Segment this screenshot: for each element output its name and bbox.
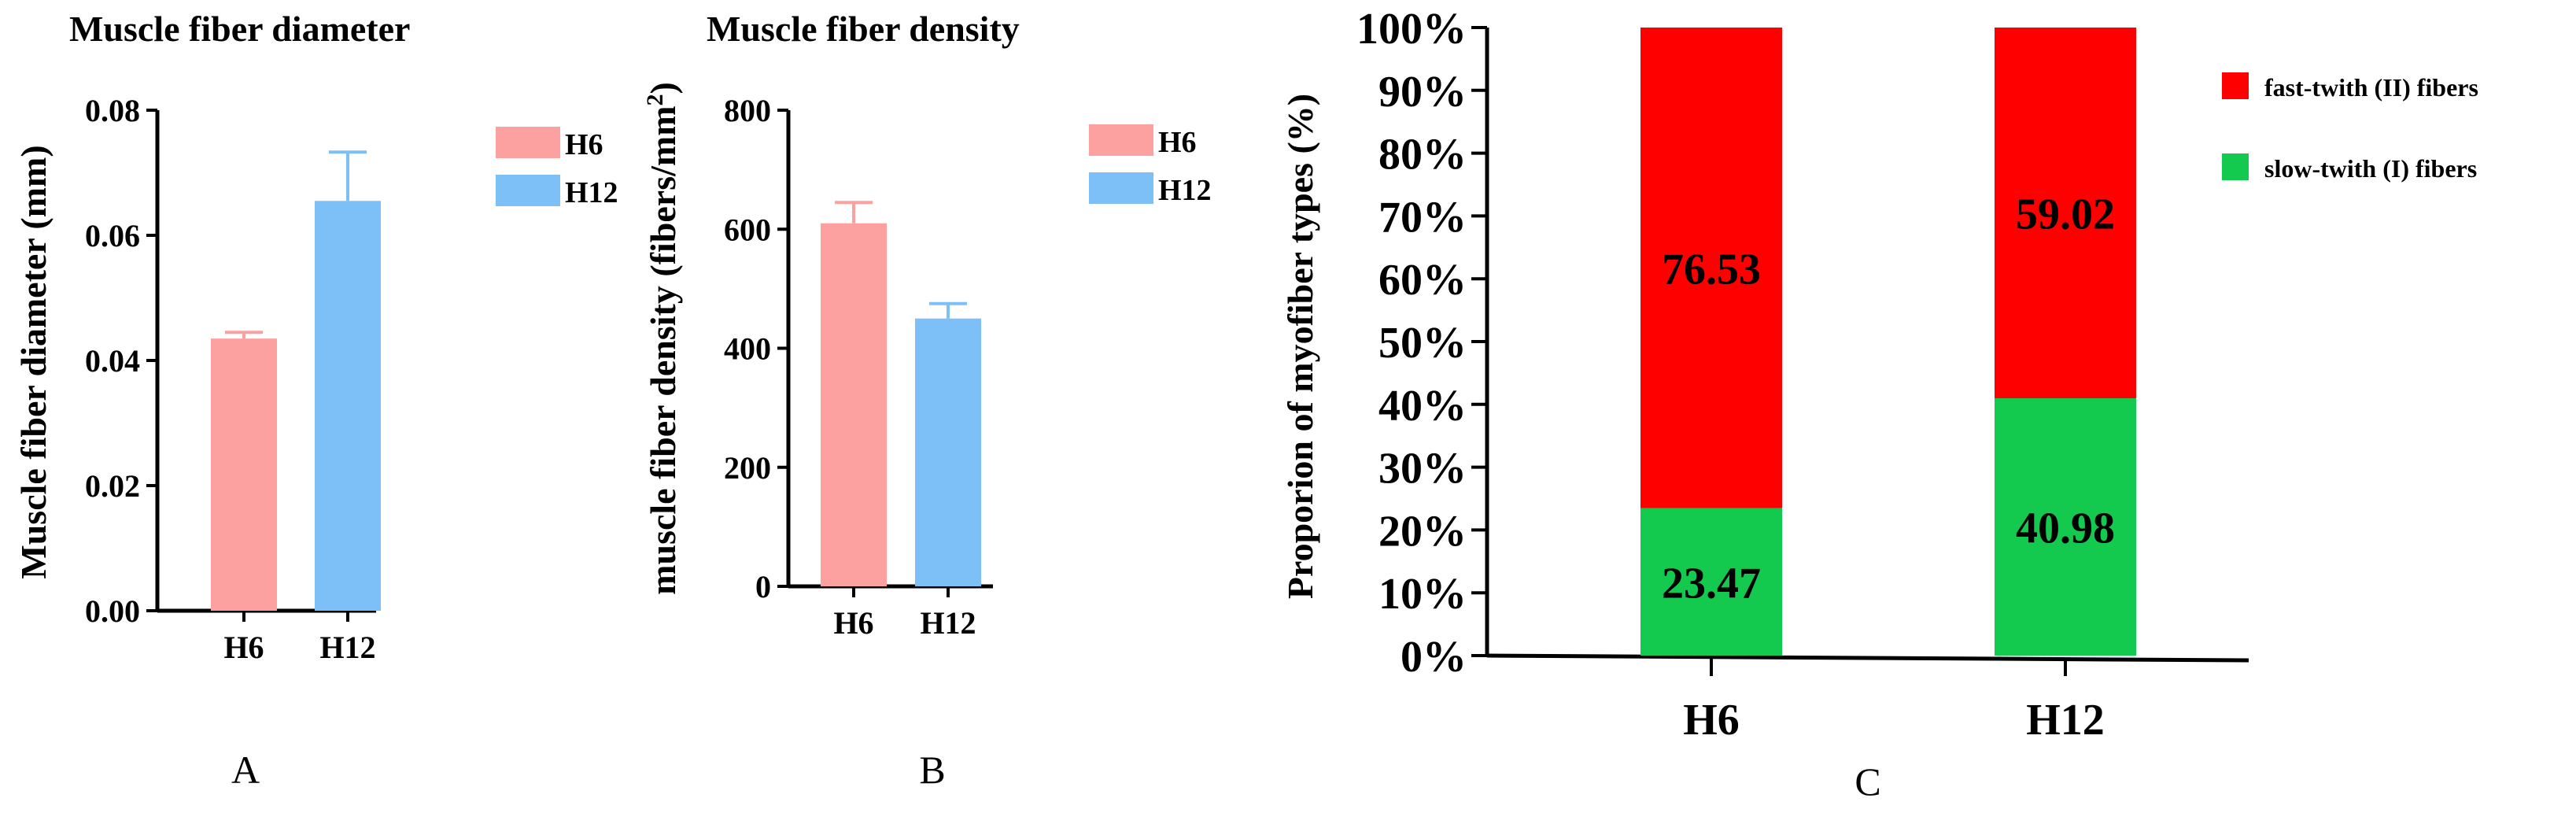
legend-swatch-h6	[496, 127, 560, 158]
y-tick-label: 0.08	[85, 93, 140, 128]
x-tick-label-h12: H12	[2026, 696, 2105, 745]
data-label-h6-fast-twitch: 76.53	[1662, 245, 1761, 294]
legend-label-h12: H12	[1158, 174, 1212, 207]
bar-h12	[915, 318, 981, 586]
data-label-h6-slow-twitch: 23.47	[1662, 559, 1761, 608]
legend-label-slow-twitch: slow-twith (I) fibers	[2264, 154, 2477, 183]
panel-b-marks: 0 200 400 600 800 H6 H12	[724, 93, 993, 641]
y-tick-label: 0.00	[85, 593, 140, 629]
panel-a-label: A	[231, 748, 260, 792]
panel-c-chart: Proporion of myofiber types (%) 0% 10% 20%…	[1280, 5, 2478, 804]
panel-c-marks: 0% 10% 20% 30% 40% 50% 60% 70% 80% 90% 100% 23.47 76…	[1356, 5, 2249, 745]
y-tick-label: 0.04	[85, 343, 140, 379]
panel-b-y-label-suffix: )	[643, 82, 683, 94]
y-tick-label: 200	[724, 450, 771, 486]
y-tick-label: 80%	[1378, 131, 1467, 179]
y-tick-label: 50%	[1378, 319, 1467, 368]
y-tick-label: 90%	[1378, 68, 1467, 116]
bar-segment-h12-slow-twitch	[1995, 397, 2136, 656]
panel-c-label: C	[1854, 759, 1880, 804]
x-axis-line	[1486, 653, 2249, 663]
y-tick-label: 100%	[1356, 5, 1467, 54]
y-tick-label: 60%	[1378, 256, 1467, 305]
bar-h6	[211, 338, 277, 611]
y-tick-label: 0	[755, 569, 771, 604]
bar-segment-h12-fast-twitch	[1995, 28, 2136, 398]
y-tick-label: 10%	[1378, 570, 1467, 619]
bar-h6	[821, 223, 887, 586]
legend-swatch-h12	[1089, 172, 1153, 204]
panel-b-chart: Muscle fiber density muscle fiber densit…	[642, 9, 1212, 792]
panel-b-title: Muscle fiber density	[707, 9, 1020, 49]
panel-a-legend: H6 H12	[496, 127, 618, 209]
data-label-h12-slow-twitch: 40.98	[2016, 504, 2115, 552]
bar-segment-h6-slow-twitch	[1640, 508, 1782, 656]
bar-h12	[315, 201, 381, 611]
x-tick-label-h6: H6	[223, 630, 264, 665]
legend-swatch-h6	[1089, 124, 1153, 156]
legend-label-fast-twitch: fast-twith (II) fibers	[2264, 73, 2478, 102]
y-tick-label: 20%	[1378, 507, 1467, 556]
panel-b-y-label-sup: 2	[642, 94, 668, 105]
y-tick-label: 70%	[1378, 193, 1467, 242]
y-tick-label: 0%	[1401, 633, 1467, 682]
panel-b-y-axis-label: muscle fiber density (fibers/mm2)	[642, 82, 683, 595]
y-tick-label: 40%	[1378, 382, 1467, 431]
y-tick-label: 600	[724, 212, 771, 247]
panel-b-label: B	[919, 748, 945, 792]
x-tick-label-h12: H12	[920, 605, 976, 641]
panel-a-chart: Muscle fiber diameter Muscle fiber diame…	[13, 9, 618, 792]
y-tick-label: 800	[724, 93, 771, 128]
y-tick-label: 0.02	[85, 468, 140, 504]
legend-label-h6: H6	[565, 128, 603, 161]
legend-swatch-h12	[496, 175, 560, 206]
panel-a-title: Muscle fiber diameter	[69, 9, 410, 49]
panel-c-y-axis-label: Proporion of myofiber types (%)	[1280, 94, 1320, 599]
panel-b-y-label-prefix: muscle fiber density (fibers/mm	[643, 105, 683, 594]
y-tick-label: 400	[724, 331, 771, 367]
legend-swatch-slow-twitch	[2222, 153, 2249, 180]
legend-swatch-fast-twitch	[2222, 72, 2249, 99]
x-tick-label-h6: H6	[1683, 696, 1740, 745]
y-tick-label: 30%	[1378, 445, 1467, 493]
y-tick-label: 0.06	[85, 218, 140, 253]
legend-label-h6: H6	[1158, 126, 1197, 159]
panel-a-y-axis-label: Muscle fiber diameter (mm)	[13, 145, 54, 578]
x-tick-label-h12: H12	[319, 630, 375, 665]
bar-segment-h6-fast-twitch	[1640, 28, 1782, 508]
x-tick-label-h6: H6	[833, 605, 873, 641]
legend-label-h12: H12	[565, 176, 618, 209]
panel-c-legend: fast-twith (II) fibers slow-twith (I) fi…	[2222, 72, 2478, 183]
data-label-h12-fast-twitch: 59.02	[2016, 190, 2115, 238]
panel-a-marks: 0.00 0.02 0.04 0.06 0.08 H6 H12	[85, 93, 381, 665]
panel-b-legend: H6 H12	[1089, 124, 1212, 207]
